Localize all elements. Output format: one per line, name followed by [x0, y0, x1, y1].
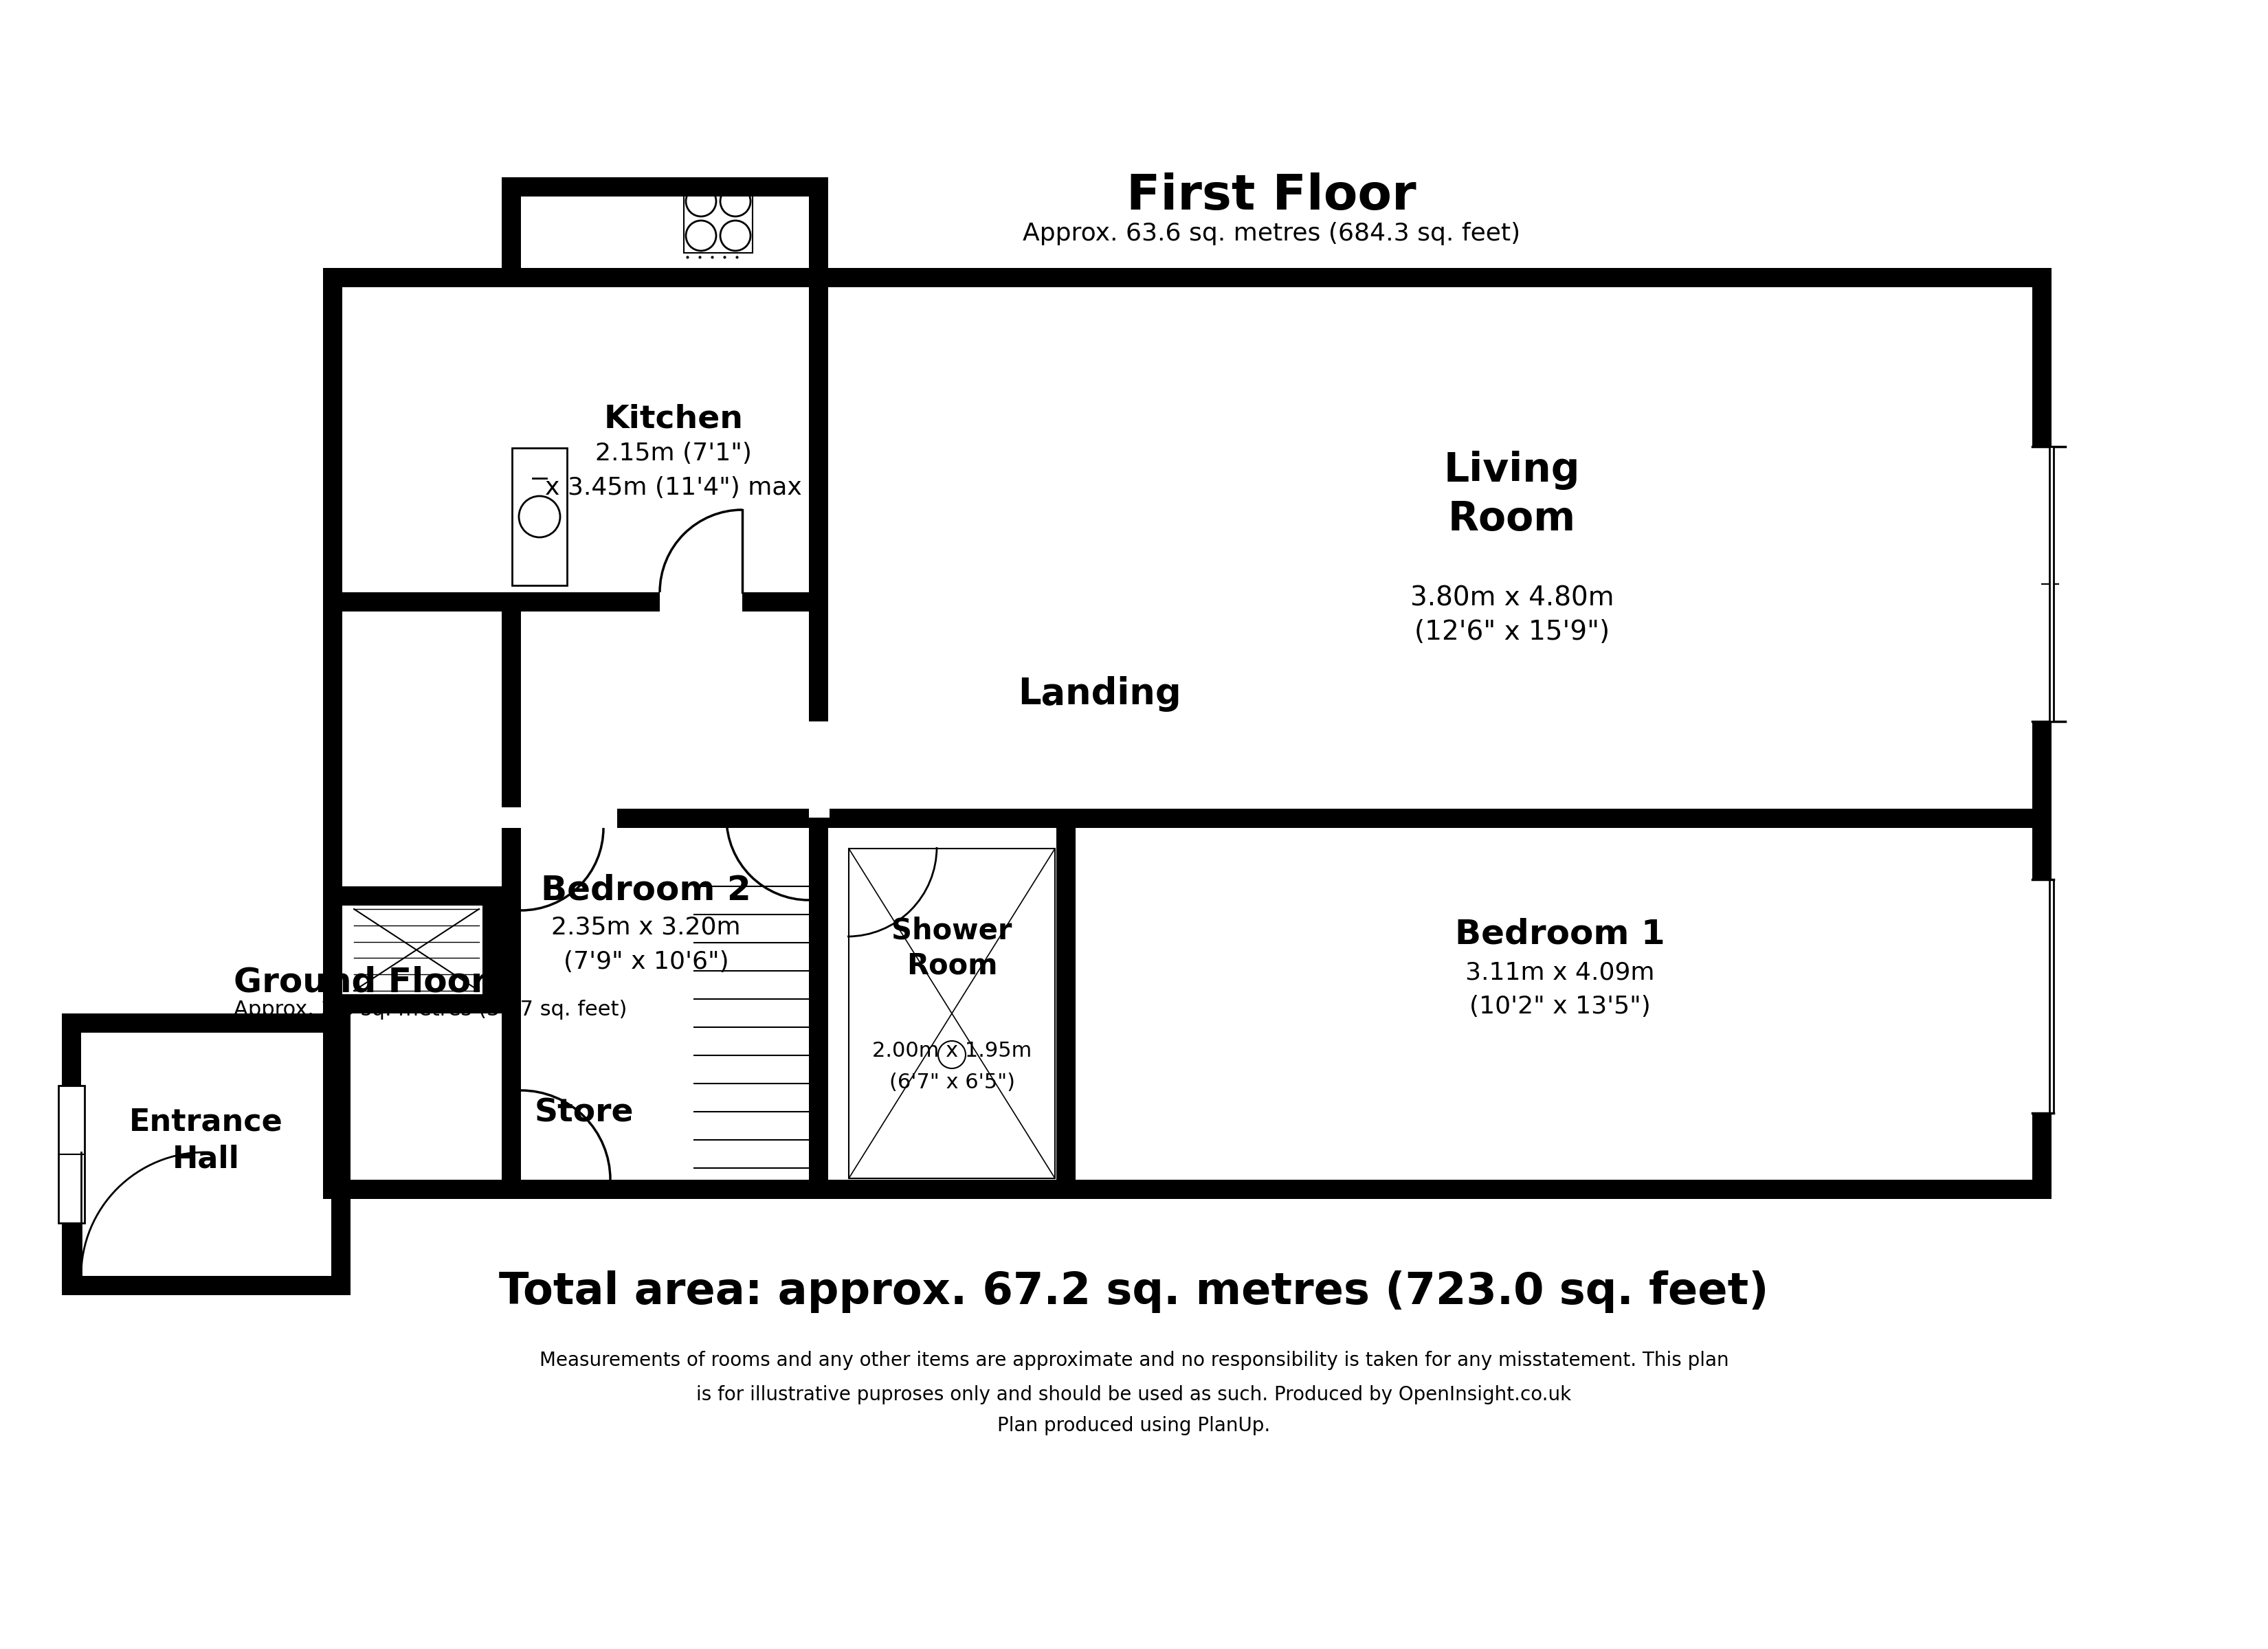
Text: Bedroom 1: Bedroom 1: [1456, 918, 1665, 951]
Bar: [2050, 879, 2053, 1113]
Bar: [331, 1014, 352, 1294]
Text: is for illustrative puproses only and should be used as such. Produced by OpenIn: is for illustrative puproses only and sh…: [696, 1385, 1572, 1405]
Text: 2.00m x 1.95m: 2.00m x 1.95m: [873, 1041, 1032, 1062]
Text: Bedroom 2: Bedroom 2: [542, 874, 751, 907]
Text: (12'6" x 15'9"): (12'6" x 15'9"): [1415, 618, 1610, 645]
Bar: [322, 267, 2053, 287]
Text: Approx. 63.6 sq. metres (684.3 sq. feet): Approx. 63.6 sq. metres (684.3 sq. feet): [1023, 223, 1520, 246]
Text: Measurements of rooms and any other items are approximate and no responsibility : Measurements of rooms and any other item…: [540, 1351, 1728, 1370]
Bar: [810, 176, 828, 267]
Text: 2.35m x 3.20m: 2.35m x 3.20m: [551, 915, 742, 940]
Bar: [501, 176, 522, 267]
Text: Total area: approx. 67.2 sq. metres (723.0 sq. feet): Total area: approx. 67.2 sq. metres (723…: [499, 1270, 1769, 1313]
Bar: [501, 176, 828, 196]
Text: Store: Store: [535, 1098, 633, 1128]
Text: 3.80m x 4.80m: 3.80m x 4.80m: [1411, 585, 1615, 610]
Bar: [322, 1179, 2053, 1199]
Text: (6'7" x 6'5"): (6'7" x 6'5"): [889, 1072, 1014, 1092]
Text: (7'9" x 10'6"): (7'9" x 10'6"): [562, 950, 728, 973]
Bar: [59, 1085, 82, 1224]
Bar: [331, 994, 501, 1014]
Bar: [848, 849, 1055, 1179]
Bar: [322, 267, 342, 1199]
Text: Landing: Landing: [1018, 676, 1182, 712]
Text: Entrance
Hall: Entrance Hall: [129, 1108, 284, 1174]
Text: First Floor: First Floor: [1127, 171, 1415, 219]
Text: Ground Floor: Ground Floor: [234, 966, 488, 999]
Text: 2.15m (7'1"): 2.15m (7'1"): [594, 442, 751, 465]
Bar: [61, 1014, 352, 1032]
Bar: [61, 1276, 352, 1294]
Bar: [2030, 447, 2053, 722]
Bar: [331, 887, 501, 905]
Bar: [1057, 808, 2053, 828]
Text: (10'2" x 13'5"): (10'2" x 13'5"): [1470, 994, 1651, 1017]
Text: x 3.45m (11'4") max: x 3.45m (11'4") max: [544, 477, 803, 500]
Bar: [660, 590, 742, 612]
Bar: [59, 1085, 84, 1224]
Text: Kitchen: Kitchen: [603, 404, 744, 435]
Bar: [322, 592, 828, 612]
Bar: [685, 188, 753, 252]
Text: Approx. 3.6 sq. metres (38.7 sq. feet): Approx. 3.6 sq. metres (38.7 sq. feet): [234, 999, 626, 1021]
Bar: [810, 267, 828, 722]
Bar: [810, 808, 1075, 828]
Bar: [501, 808, 617, 828]
Bar: [2030, 879, 2053, 1113]
Bar: [1057, 828, 1075, 1199]
Text: Plan produced using PlanUp.: Plan produced using PlanUp.: [998, 1416, 1270, 1435]
Text: 3.11m x 4.09m: 3.11m x 4.09m: [1465, 960, 1656, 984]
Text: Living
Room: Living Room: [1445, 450, 1581, 539]
Text: Shower
Room: Shower Room: [891, 915, 1012, 981]
Bar: [501, 808, 828, 828]
Bar: [483, 887, 501, 1014]
Bar: [2050, 447, 2053, 722]
Bar: [513, 449, 567, 585]
Bar: [810, 722, 830, 818]
Bar: [61, 1014, 82, 1294]
Bar: [2032, 267, 2053, 1199]
Bar: [501, 612, 522, 1199]
Bar: [810, 722, 828, 1199]
